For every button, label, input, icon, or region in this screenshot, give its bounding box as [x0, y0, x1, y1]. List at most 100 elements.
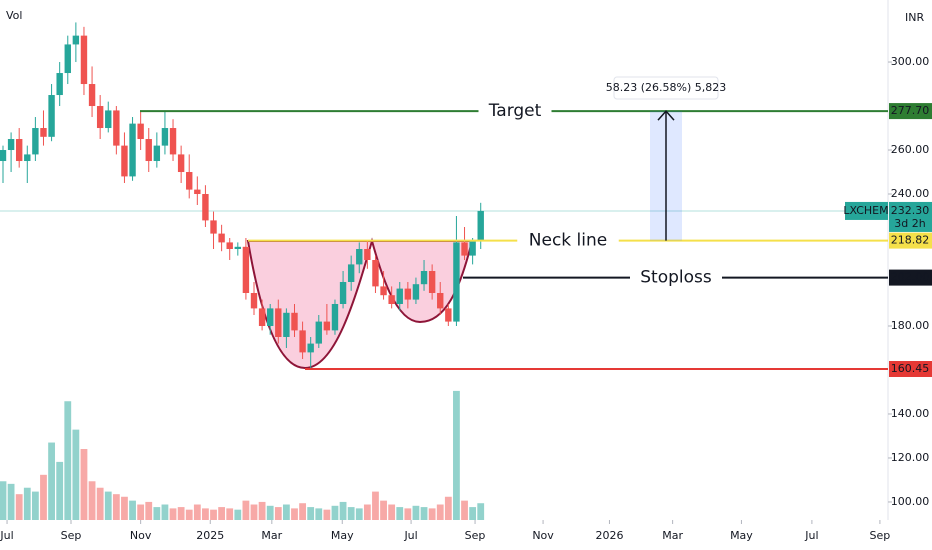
x-tick-label: 2026	[595, 529, 623, 542]
volume-bar	[226, 508, 234, 520]
candle-body	[453, 242, 460, 322]
volume-bar	[363, 504, 371, 520]
candle-body	[445, 308, 452, 322]
volume-bar	[282, 504, 290, 520]
candle-body	[194, 189, 201, 195]
candle-body	[420, 270, 428, 285]
candle-body	[177, 154, 185, 173]
candle-body	[364, 249, 371, 260]
candle-body	[283, 312, 290, 337]
candle-body	[388, 295, 395, 304]
candle-body	[145, 139, 152, 162]
candle-body	[218, 233, 225, 243]
candle-body	[96, 106, 104, 129]
volume-bar	[218, 507, 226, 520]
candle-body	[72, 35, 80, 45]
measure-label-box	[613, 76, 719, 100]
volume-bar	[347, 507, 355, 520]
candle-body	[461, 242, 468, 256]
candle-body	[161, 128, 169, 146]
x-tick-label: Mar	[662, 529, 683, 542]
candle-body	[64, 44, 71, 74]
candle-body	[275, 308, 282, 337]
candle-body	[331, 303, 339, 331]
candle-body	[169, 128, 177, 155]
candle-body	[250, 292, 258, 309]
candle-body	[234, 246, 242, 250]
volume-bar	[266, 505, 274, 520]
candle-body	[137, 123, 144, 140]
volume-bar	[15, 494, 23, 520]
volume-bar	[258, 501, 266, 520]
symbol-badge	[845, 201, 888, 220]
candle-body	[404, 288, 412, 300]
candle-body	[299, 330, 306, 353]
y-tick-label: 300.00	[891, 55, 930, 68]
currency: INR	[905, 11, 924, 24]
volume-bar	[177, 507, 185, 520]
volume-bar	[428, 508, 436, 520]
volume-bar	[234, 509, 242, 520]
candle-body	[315, 321, 322, 344]
volume-bar	[299, 503, 306, 520]
y-tick-label: 240.00	[891, 187, 930, 200]
volume-bar	[461, 500, 468, 520]
candle-body	[24, 154, 31, 162]
candle-body	[48, 95, 55, 137]
level-badge	[889, 103, 932, 120]
candle-body	[105, 110, 112, 129]
candle-body	[113, 110, 120, 146]
candle-body	[202, 194, 209, 221]
candle-body	[32, 128, 39, 155]
candle-body	[412, 284, 420, 300]
level-label: 277.70	[891, 104, 930, 117]
candle-body	[477, 210, 484, 241]
candle-body	[428, 270, 436, 293]
volume-bar	[169, 508, 177, 520]
x-tick-label: Sep	[465, 529, 486, 542]
y-tick-label: 180.00	[891, 319, 930, 332]
volume-bar	[80, 449, 88, 520]
volume-bar	[0, 481, 7, 520]
candle-body	[40, 128, 47, 137]
volume-bar	[242, 500, 250, 520]
volume-bar	[7, 483, 15, 520]
candle-body	[153, 145, 161, 162]
candle-body	[210, 220, 217, 234]
candle-body	[323, 321, 331, 331]
volume-bar	[453, 390, 460, 520]
volume-bar	[161, 504, 169, 520]
volume-title: Vol	[6, 9, 22, 22]
volume-bar	[145, 501, 153, 520]
volume-bar	[129, 500, 136, 520]
candle-body	[307, 343, 314, 353]
volume-bar	[444, 496, 452, 520]
candle-body	[356, 249, 363, 265]
measure-arrow-head	[657, 109, 675, 121]
price-label: 232.30	[891, 204, 930, 217]
candle-body	[88, 84, 96, 107]
x-tick-label: Sep	[61, 529, 82, 542]
candle-body	[469, 240, 476, 256]
candle-body	[372, 260, 379, 287]
countdown-label: 3d 2h	[894, 217, 925, 230]
volume-bar	[64, 401, 72, 520]
volume-bar	[380, 500, 387, 520]
candle-body	[258, 308, 266, 326]
x-tick-label: Mar	[261, 529, 282, 542]
volume-bar	[153, 507, 161, 520]
volume-bar	[274, 507, 282, 520]
level-name: Target	[488, 101, 542, 121]
volume-bar	[48, 442, 55, 520]
candle-body	[380, 286, 387, 296]
candle-body	[0, 150, 7, 162]
volume-bar	[112, 494, 120, 520]
x-tick-label: Jul	[403, 529, 417, 542]
candle-body	[339, 281, 347, 304]
x-tick-label: 2025	[196, 529, 224, 542]
candle-body	[226, 242, 233, 250]
level-name: Stoploss	[640, 268, 712, 288]
price-badge	[889, 201, 932, 232]
volume-bar	[412, 505, 420, 520]
level-label: 218.82	[891, 234, 930, 247]
